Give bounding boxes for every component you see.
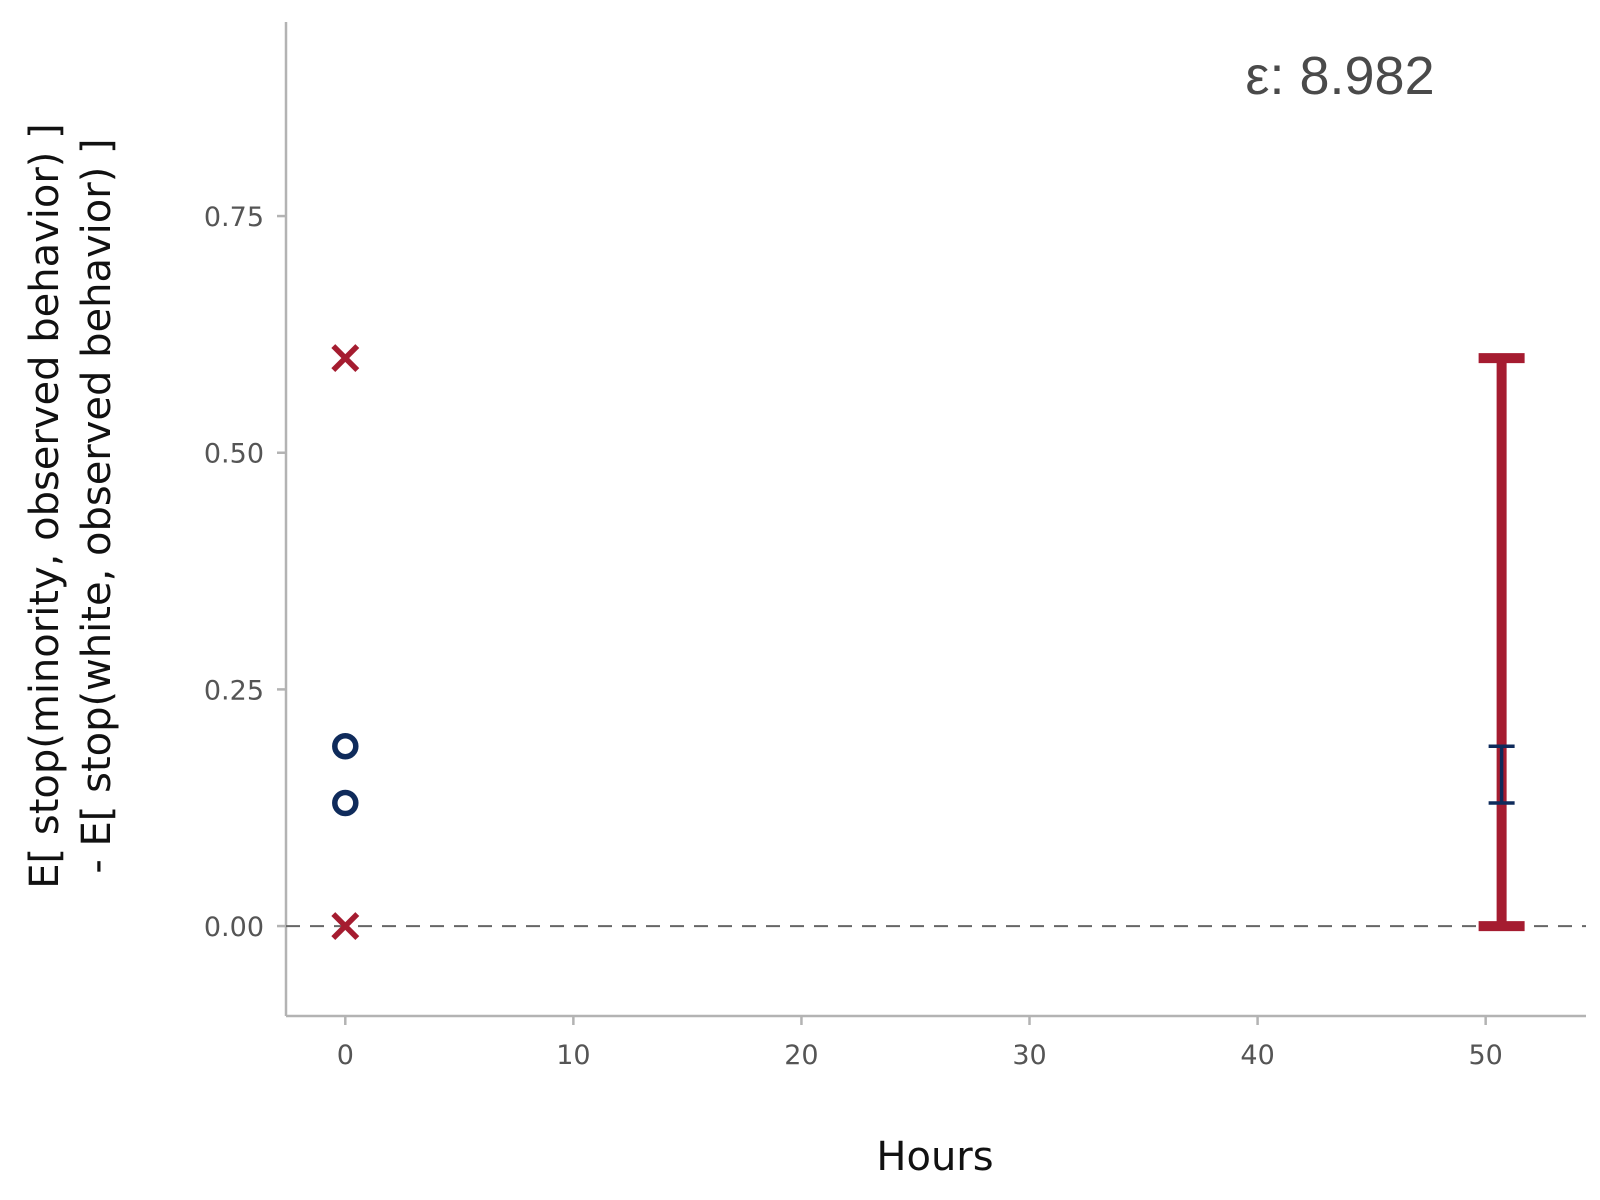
epsilon-annotation: ε: 8.982 xyxy=(1245,46,1434,106)
y-tick-label: 0.50 xyxy=(204,439,264,470)
x-marker-stroke xyxy=(331,344,360,373)
y-tick-label: 0.75 xyxy=(204,202,264,233)
x-marker-stroke xyxy=(331,912,360,941)
x-marker-point xyxy=(331,344,360,373)
circle-marker-point xyxy=(332,789,359,817)
y-axis-title-line-2: - E[ stop(white, observed behavior) ] xyxy=(74,138,120,873)
x-axis-title: Hours xyxy=(876,1134,993,1180)
y-axis-title: E[ stop(minority, observed behavior) ] -… xyxy=(22,123,120,888)
x-tick-label: 0 xyxy=(337,1040,354,1071)
x-tick-label: 10 xyxy=(556,1040,590,1071)
x-tick-label: 30 xyxy=(1012,1040,1046,1071)
circle-marker-point xyxy=(332,732,359,760)
x-tick-label: 20 xyxy=(784,1040,818,1071)
y-axis-title-line-1: E[ stop(minority, observed behavior) ] xyxy=(22,123,68,888)
error-bar-thick xyxy=(1478,353,1525,932)
y-tick-label: 0.00 xyxy=(204,912,264,943)
x-tick-label: 40 xyxy=(1240,1040,1274,1071)
x-marker-point xyxy=(331,912,360,941)
y-tick-label: 0.25 xyxy=(204,675,264,706)
data-marks xyxy=(286,344,1586,941)
error-bar-thin xyxy=(1488,744,1515,805)
axes: 0 10 20 30 40 50 0.00 0.25 0.50 0.75 xyxy=(204,22,1586,1071)
x-tick-label: 50 xyxy=(1468,1040,1502,1071)
